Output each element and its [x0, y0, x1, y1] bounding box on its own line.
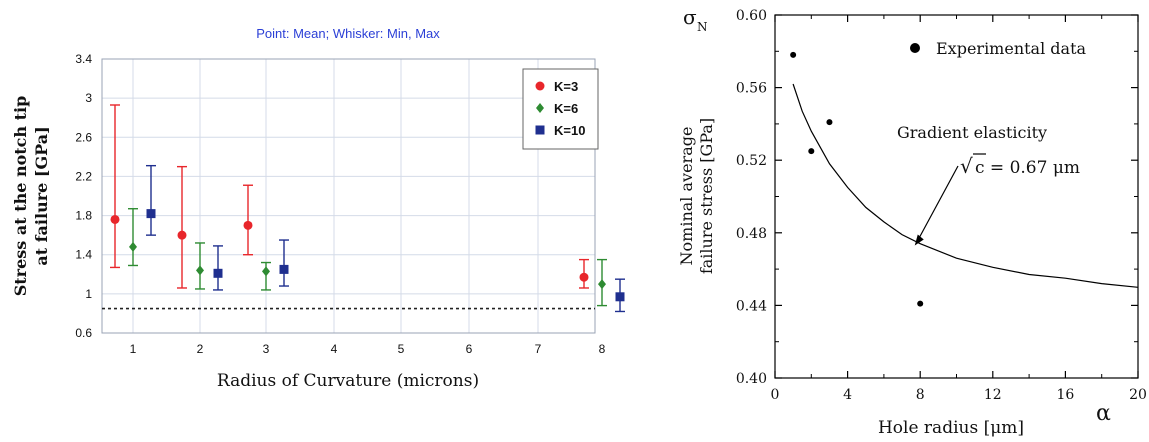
x-tick-label: 2 — [197, 342, 204, 356]
legend-marker — [535, 81, 545, 91]
error-bar — [279, 239, 289, 287]
error-bar — [213, 245, 223, 291]
legend-label: K=3 — [554, 79, 578, 94]
x-tick-label: 12 — [984, 387, 1002, 403]
x-tick-label: 5 — [398, 342, 405, 356]
legend-label: K=10 — [554, 123, 585, 138]
plot-frame — [101, 58, 596, 334]
y-tick-label: 0.6 — [75, 326, 92, 340]
data-point-mean — [279, 264, 289, 274]
legend-marker — [910, 43, 920, 53]
y-axis-title-line2: failure stress [GPa] — [697, 118, 716, 274]
experimental-data-point — [808, 148, 815, 155]
y-tick-label: 0.52 — [736, 153, 767, 169]
error-bar — [146, 164, 156, 236]
annotation-arrow-head — [914, 234, 924, 246]
y-tick-label: 1.4 — [75, 248, 92, 262]
y-axis-title: Nominal averagefailure stress [GPa] — [677, 118, 716, 274]
data-point-mean — [177, 230, 187, 240]
plot-frame — [774, 14, 1139, 379]
legend-label: Experimental data — [936, 39, 1087, 58]
curve-annotation: Gradient elasticity √ c = 0.67 μm — [897, 123, 1080, 246]
error-bar — [177, 165, 187, 289]
x-axis-symbol: α — [1096, 401, 1111, 426]
y-tick-label: 0.56 — [736, 81, 767, 97]
x-axis-title: Radius of Curvature (microns) — [217, 371, 479, 391]
legend-marker — [535, 125, 545, 135]
data-point-mean — [262, 266, 270, 277]
x-tick-label: 3 — [263, 342, 270, 356]
legend-box — [522, 68, 599, 150]
legend: Experimental data — [910, 39, 1087, 58]
y-tick-label: 0.40 — [736, 371, 767, 387]
x-tick-label: 4 — [331, 342, 338, 356]
x-tick-label: 16 — [1056, 387, 1074, 403]
experimental-data-point — [826, 119, 833, 126]
x-tick-label: 8 — [599, 342, 606, 356]
y-axis-symbol-subscript: N — [697, 20, 708, 34]
chart-subtitle: Point: Mean; Whisker: Min, Max — [256, 26, 440, 41]
x-tick-label: 0 — [771, 387, 780, 403]
y-tick-label: 1 — [85, 287, 92, 301]
data-point-mean — [213, 268, 223, 278]
legend: K=3 K=6 K=10 — [522, 68, 599, 150]
y-tick-label: 0.44 — [736, 298, 767, 314]
x-axis-title: Hole radius [μm] — [878, 418, 1024, 438]
y-tick-label: 0.48 — [736, 226, 767, 242]
annotation-sqrt-symbol: √ — [960, 154, 973, 178]
y-tick-label: 0.60 — [736, 8, 767, 24]
legend-label: K=6 — [554, 101, 578, 116]
experimental-data-point — [790, 51, 797, 58]
y-tick-label: 3.4 — [75, 52, 92, 66]
experimental-data-point — [917, 300, 924, 307]
annotation-formula: c = 0.67 μm — [975, 158, 1080, 178]
data-point-mean — [110, 214, 120, 224]
y-axis-title-line2: at failure [GPa] — [32, 126, 51, 265]
nominal-stress-chart: 0.40 0.44 0.48 0.52 0.56 0.60 0 4 8 12 16 20 Experim… — [677, 5, 1147, 438]
y-axis-title: Stress at the notch tip at failure [GPa] — [11, 96, 51, 297]
y-tick-label: 2.2 — [75, 169, 92, 183]
y-tick-label: 1.8 — [75, 209, 92, 223]
y-axis-title-line1: Nominal average — [677, 127, 696, 266]
x-tick-label: 6 — [466, 342, 473, 356]
data-point-mean — [129, 241, 137, 252]
x-tick-label: 7 — [535, 342, 542, 356]
x-tick-label: 1 — [130, 342, 137, 356]
annotation-label: Gradient elasticity — [897, 123, 1047, 142]
data-point-mean — [615, 292, 625, 302]
error-bar — [243, 184, 253, 256]
legend-marker — [536, 103, 544, 113]
error-bar — [110, 104, 120, 269]
notch-stress-chart: Point: Mean; Whisker: Min, Max 0.6 1 1.4 1.8… — [11, 26, 625, 391]
data-point-mean — [196, 265, 204, 276]
x-tick-label: 8 — [916, 387, 925, 403]
data-point-mean — [579, 272, 589, 282]
y-tick-label: 3 — [85, 91, 92, 105]
error-bar — [128, 208, 138, 267]
x-tick-label: 4 — [843, 387, 852, 403]
y-axis-title-line1: Stress at the notch tip — [11, 96, 30, 297]
annotation-arrow-shaft — [917, 165, 959, 241]
data-point-mean — [598, 279, 606, 290]
x-tick-label: 20 — [1129, 387, 1147, 403]
data-point-mean — [146, 209, 156, 219]
y-tick-label: 2.6 — [75, 130, 92, 144]
y-axis-symbol: σ — [683, 5, 697, 29]
gradient-elasticity-curve — [792, 83, 1139, 288]
data-point-mean — [243, 220, 253, 230]
